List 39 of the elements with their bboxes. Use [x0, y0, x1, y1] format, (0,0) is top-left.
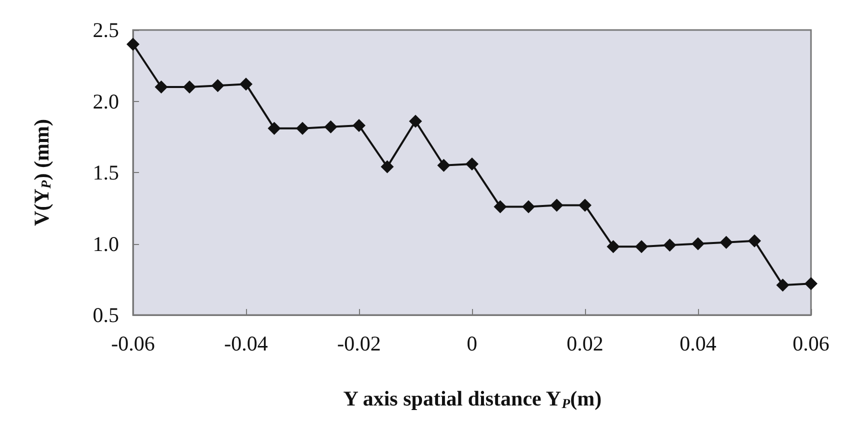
point [240, 78, 252, 91]
y-axis-title: V(YP) (mm) [29, 119, 54, 226]
point [352, 118, 366, 132]
point [183, 80, 196, 94]
point [380, 160, 394, 174]
y-tick-label: 2.0 [92, 89, 119, 114]
point [268, 122, 281, 135]
y-tick-label: 1.0 [92, 232, 119, 256]
y-tick-label: 2.5 [92, 18, 119, 42]
x-tick-label: 0.02 [566, 332, 604, 356]
point [692, 237, 704, 250]
point [324, 120, 338, 134]
point [606, 240, 620, 254]
x-axis-title: Y axis spatial distance YP(m) [343, 386, 602, 411]
point [437, 158, 450, 172]
point [296, 122, 309, 135]
x-tick-label: 0.06 [792, 332, 830, 356]
point [748, 234, 761, 248]
y-tick-label: 1.5 [92, 160, 119, 184]
x-tick-label: -0.04 [224, 332, 268, 356]
point [550, 198, 564, 212]
point [522, 200, 535, 214]
point [494, 200, 507, 214]
point [578, 198, 592, 212]
point [804, 277, 818, 290]
y-tick-label: 0.5 [92, 303, 119, 327]
point [466, 157, 478, 170]
x-tick-label: -0.02 [337, 332, 381, 356]
point [635, 240, 648, 254]
point [409, 114, 422, 128]
x-tick-label: 0 [466, 332, 478, 356]
point [776, 278, 790, 292]
x-tick-label: 0.04 [680, 332, 717, 356]
point [126, 38, 140, 51]
point [211, 79, 224, 92]
point [663, 238, 676, 252]
point [720, 236, 733, 249]
x-tick-label: -0.06 [111, 332, 155, 356]
point [154, 80, 168, 94]
